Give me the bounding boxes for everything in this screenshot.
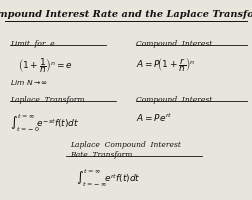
Text: $\int_{t=-\infty}^{t=\infty}\! e^{rt}f(t)dt$: $\int_{t=-\infty}^{t=\infty}\! e^{rt}f(t… bbox=[76, 167, 140, 189]
Text: $Lim\ N \rightarrow \infty$: $Lim\ N \rightarrow \infty$ bbox=[10, 78, 48, 87]
Text: Laplace  Transform: Laplace Transform bbox=[10, 96, 85, 104]
Text: Rate  Transform: Rate Transform bbox=[71, 151, 133, 159]
Text: Compound Interest Rate and the Laplace Transform: Compound Interest Rate and the Laplace T… bbox=[0, 10, 252, 19]
Text: $A = Pe^{rt}$: $A = Pe^{rt}$ bbox=[136, 112, 172, 124]
Text: $\left(1 + \dfrac{1}{n}\right)^{n} = e$: $\left(1 + \dfrac{1}{n}\right)^{n} = e$ bbox=[18, 56, 73, 75]
Text: $A = P\!\left(1+\dfrac{r}{n}\right)^{n}$: $A = P\!\left(1+\dfrac{r}{n}\right)^{n}$ bbox=[136, 56, 195, 74]
Text: Compound  Interest: Compound Interest bbox=[136, 96, 212, 104]
Text: Laplace  Compound  Interest: Laplace Compound Interest bbox=[71, 141, 181, 149]
Text: Compound  Interest: Compound Interest bbox=[136, 40, 212, 48]
Text: Limit  for  e: Limit for e bbox=[10, 40, 55, 48]
Text: $\int_{t=-0}^{t=\infty}\! e^{-st}f(t)dt$: $\int_{t=-0}^{t=\infty}\! e^{-st}f(t)dt$ bbox=[10, 112, 79, 134]
